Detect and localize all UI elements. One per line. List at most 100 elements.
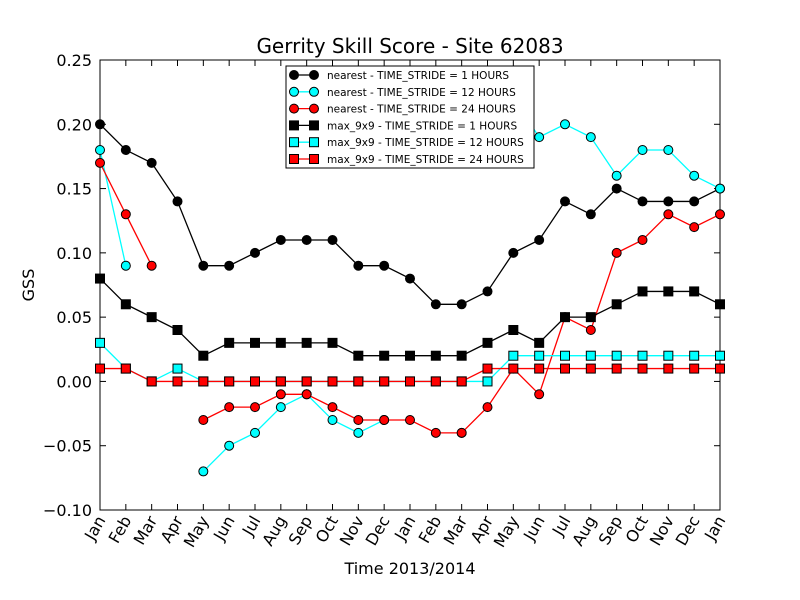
data-point [689,286,700,297]
data-point [534,350,545,361]
data-point [637,196,648,207]
x-tick-label: Aug [568,513,600,550]
data-point [224,402,235,413]
data-point [715,350,725,361]
data-point [585,209,596,220]
legend-item: nearest - TIME_STRIDE = 24 HOURS [289,103,516,116]
y-tick-label: 0.20 [56,115,92,134]
data-point [379,260,390,271]
data-point [456,376,467,387]
legend-marker [289,120,299,131]
data-point [482,363,493,374]
data-point [301,235,312,245]
data-point [456,299,467,310]
data-point [560,196,570,207]
legend-label: max_9x9 - TIME_STRIDE = 24 HOURS [327,154,524,166]
y-tick-label: −0.05 [43,437,92,456]
x-tick-label: Mar [440,512,472,548]
data-point [611,247,622,258]
data-point [120,363,131,374]
data-point [430,427,441,438]
data-point [508,363,519,374]
data-point [146,312,157,323]
data-point [353,415,364,425]
data-point [379,350,390,361]
data-point [172,363,183,374]
data-point [534,389,545,400]
legend-item: max_9x9 - TIME_STRIDE = 24 HOURS [289,154,524,166]
data-point [456,350,467,361]
data-point [275,337,286,348]
x-tick-label: Feb [105,513,136,547]
data-point [482,286,493,297]
data-point [585,350,596,361]
data-point [327,235,338,245]
data-point [275,389,286,400]
data-point [663,286,674,297]
data-point [224,440,235,451]
data-point [224,337,235,348]
data-point [95,157,105,168]
data-point [585,363,596,374]
data-point [120,145,131,155]
data-point [275,235,286,245]
data-point [637,286,648,297]
data-point [379,415,390,425]
series-3 [95,157,725,438]
data-point [353,260,364,271]
legend-marker [289,70,299,80]
data-point [120,260,131,271]
data-point [250,402,260,413]
data-point [198,350,209,361]
x-tick-label: Mar [130,512,162,548]
y-tick-label: 0.00 [56,372,92,391]
x-tick-label: Feb [415,513,446,547]
data-point [301,389,312,400]
data-point [95,337,105,348]
data-point [637,145,648,155]
data-point [224,376,235,387]
data-point [198,260,209,271]
data-point [534,132,545,143]
data-point [301,337,312,348]
data-point [327,337,338,348]
chart-title: Gerrity Skill Score - Site 62083 [256,34,563,58]
data-point [611,363,622,374]
data-point [534,235,545,245]
data-point [120,209,131,220]
data-point [560,119,570,130]
data-point [689,363,700,374]
data-point [663,350,674,361]
data-point [663,196,674,207]
data-point [482,402,493,413]
legend-marker [309,70,319,80]
legend-marker [309,154,319,164]
data-point [327,415,338,425]
x-axis-label: Time 2013/2014 [343,559,475,578]
data-point [611,170,622,181]
data-point [224,260,235,271]
data-point [456,427,467,438]
x-tick-label: May [180,513,213,551]
data-point [611,350,622,361]
data-point [250,376,260,387]
data-point [120,299,131,310]
data-point [198,466,209,477]
data-point [198,376,209,387]
data-point [611,183,622,194]
data-point [430,376,441,387]
legend-marker [309,137,319,148]
data-point [405,350,415,361]
data-point [146,260,157,271]
data-point [327,376,338,387]
series-2 [95,93,725,477]
data-point [379,376,390,387]
data-point [611,299,622,310]
data-point [95,119,105,130]
data-point [715,299,725,310]
data-point [430,350,441,361]
data-point [508,325,519,335]
data-point [508,350,519,361]
x-tick-label: Nov [646,513,678,550]
